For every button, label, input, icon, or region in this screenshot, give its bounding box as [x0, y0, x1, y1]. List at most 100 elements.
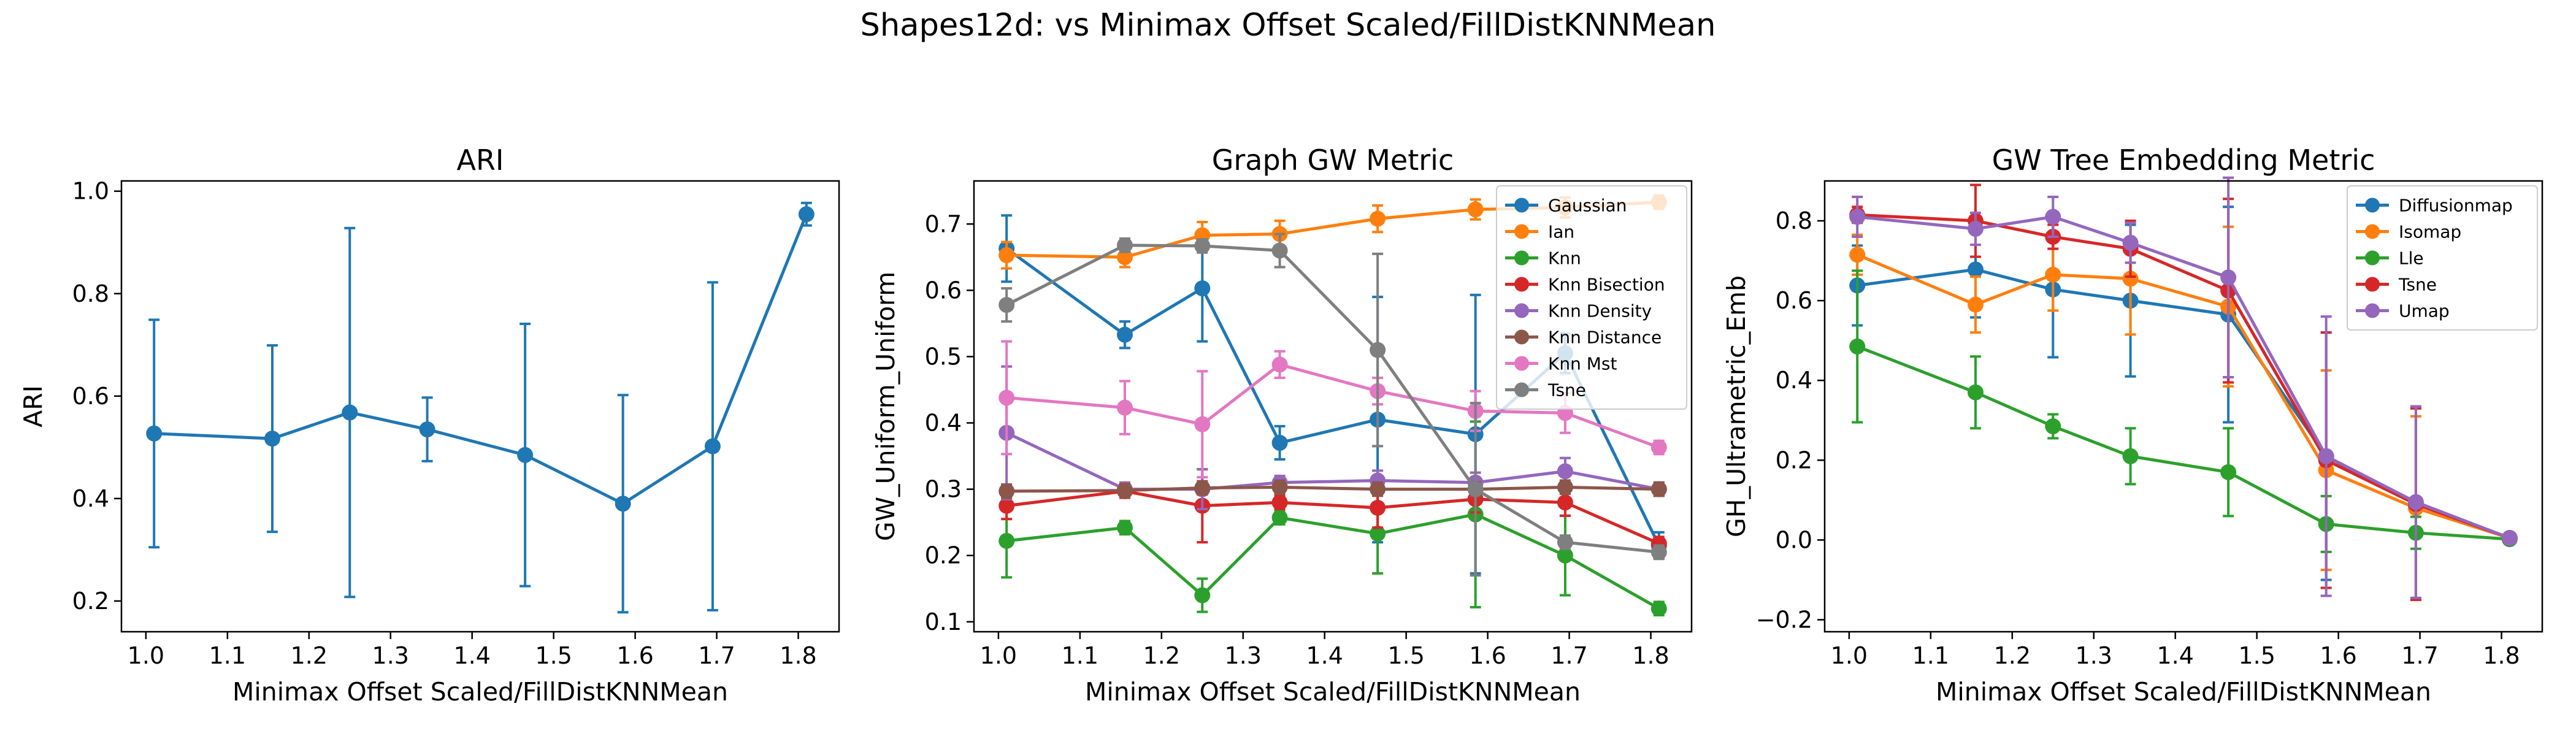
y-tick-label: −0.2: [1756, 606, 1812, 633]
legend-entry-diffusionmap: Diffusionmap: [2356, 196, 2513, 216]
data-point: [1116, 399, 1133, 416]
legend-marker: [2365, 197, 2380, 213]
x-tick-label: 1.5: [2238, 642, 2275, 669]
panel-ari: ARI 1.0 1.1 1.2 1.3 1.4 1.5 1.6 1.7 1.8 0.2 0.4 0.6 0…: [18, 144, 840, 707]
legend-entry-knn-mst: Knn Mst: [1505, 354, 1617, 374]
axes-frame: [973, 180, 1693, 633]
data-point: [1370, 499, 1386, 516]
data-point: [1271, 356, 1288, 373]
data-point: [1271, 242, 1288, 259]
axes-title: Graph GW Metric: [1212, 144, 1454, 177]
panel-gw-tree-embedding-metric: GW Tree Embedding Metric 1.0 1.1 1.2 1.3 1.4 1…: [1722, 144, 2543, 707]
data-point: [999, 247, 1015, 264]
data-point: [2045, 266, 2061, 283]
data-point: [1967, 221, 1984, 237]
data-point: [1370, 481, 1386, 497]
y-axis-label: GH_Ultrametric_Emb: [1722, 275, 1751, 537]
data-point: [1194, 237, 1211, 254]
data-point: [2220, 464, 2237, 480]
legend-entry-gaussian: Gaussian: [1505, 196, 1627, 216]
y-axis-label: GW_Uniform_Uniform: [871, 272, 900, 541]
data-point: [1194, 280, 1211, 297]
legend-marker: [2365, 277, 2380, 292]
series-line: [154, 213, 808, 505]
x-tick-label: 1.4: [1306, 642, 1343, 669]
x-tick-label: 1.0: [128, 642, 164, 669]
x-tick-label: 1.3: [372, 642, 409, 669]
data-point: [1557, 494, 1573, 511]
data-point: [1467, 201, 1484, 218]
data-point: [2122, 448, 2139, 464]
data-point: [342, 404, 358, 421]
x-tick-label: 1.7: [1551, 642, 1587, 669]
data-point: [999, 389, 1015, 406]
y-axis-label: ARI: [18, 385, 48, 427]
legend-label: Tsne: [1547, 380, 1586, 401]
y-tick-label: 0.6: [1776, 287, 1812, 314]
legend-marker: [1514, 197, 1529, 213]
x-axis-label: Minimax Offset Scaled/FillDistKNNMean: [1936, 677, 2431, 707]
legend-label: Diffusionmap: [2399, 196, 2513, 216]
data-point: [2045, 209, 2061, 225]
y-tick-label: 0.8: [1776, 207, 1812, 234]
y-tick-label: 0.3: [925, 476, 962, 503]
legend-marker: [1514, 303, 1529, 318]
series-knn-distance: [999, 479, 1667, 499]
figure-suptitle: Shapes12d: vs Minimax Offset Scaled/Fill…: [860, 7, 1716, 44]
data-point: [1194, 587, 1211, 604]
data-point: [1967, 261, 1984, 278]
legend-entry-knn-density: Knn Density: [1505, 301, 1652, 321]
x-tick-label: 1.7: [2401, 642, 2438, 669]
data-point: [1967, 384, 1984, 401]
data-point: [1370, 526, 1386, 542]
data-point: [2501, 530, 2518, 546]
x-tick-label: 1.6: [616, 642, 653, 669]
legend-label: Knn Bisection: [1548, 275, 1665, 295]
series-line: [1006, 513, 1660, 610]
series-line: [1006, 243, 1660, 554]
legend-label: Ian: [1548, 222, 1574, 242]
x-tick-label: 1.2: [291, 642, 328, 669]
x-tick-label: 1.1: [209, 642, 246, 669]
legend-marker: [1514, 329, 1529, 345]
data-point: [1370, 342, 1386, 358]
legend-box: [1496, 185, 1687, 410]
y-tick-label: 0.7: [925, 210, 962, 237]
legend-marker: [2365, 250, 2380, 266]
y-tick-label: 0.4: [925, 410, 962, 437]
data-point: [1271, 494, 1288, 511]
axes-frame: [120, 180, 840, 633]
data-point: [264, 431, 280, 447]
legend-entry-knn-distance: Knn Distance: [1505, 328, 1662, 348]
legend-marker: [1514, 250, 1529, 266]
data-point: [798, 206, 815, 223]
data-point: [999, 497, 1015, 514]
legend-label: Lle: [2399, 248, 2424, 269]
x-tick-label: 1.5: [535, 642, 572, 669]
data-point: [1849, 338, 1866, 355]
data-point: [999, 532, 1015, 549]
series-line: [1857, 215, 2510, 540]
data-point: [1467, 481, 1484, 497]
data-point: [2318, 448, 2334, 464]
y-tick-label: 0.5: [925, 343, 962, 370]
data-point: [2122, 270, 2139, 287]
legend-marker: [1514, 356, 1529, 371]
data-point: [1650, 544, 1667, 561]
data-point: [1650, 600, 1667, 617]
legend-label: Knn: [1548, 248, 1581, 269]
legend-box: [2347, 185, 2538, 331]
series-tsne: [999, 232, 1667, 577]
legend-marker: [1514, 382, 1529, 397]
legend-entry-isomap: Isomap: [2356, 222, 2461, 242]
legend-label: Gaussian: [1548, 196, 1627, 216]
series-umap: [1849, 176, 2518, 599]
y-tick-label: 0.6: [925, 277, 962, 304]
data-point: [2220, 269, 2237, 286]
series-line: [1006, 489, 1660, 545]
x-tick-label: 1.4: [453, 642, 490, 669]
legend: Gaussian Ian Knn Knn Bisection Knn Density Kn…: [1496, 185, 1687, 410]
data-point: [1557, 479, 1573, 496]
data-point: [2407, 494, 2424, 510]
